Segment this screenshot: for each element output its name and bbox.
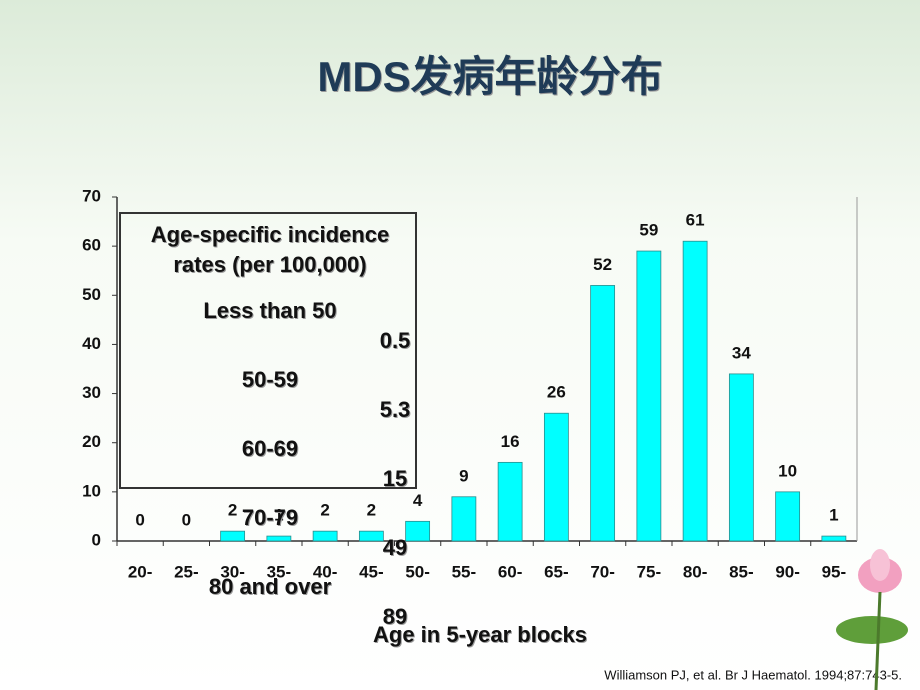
data-label: 4 — [413, 491, 423, 510]
x-tick-label: 50- — [405, 562, 430, 581]
data-label: 2 — [320, 501, 329, 520]
data-label: 0 — [182, 510, 191, 529]
x-tick-label: 20- — [128, 562, 153, 581]
lotus-decoration — [836, 549, 908, 690]
bar — [405, 520, 431, 542]
inset-box — [119, 212, 417, 489]
y-tick-label: 10 — [82, 481, 101, 500]
x-tick-label: 80- — [683, 562, 708, 581]
inset-row-label: 80 and over — [209, 574, 332, 599]
bar — [497, 461, 523, 542]
data-label: 2 — [228, 501, 237, 520]
y-tick-label: 50 — [82, 285, 101, 304]
bar — [451, 496, 477, 542]
data-label: 1 — [274, 506, 283, 525]
bar — [220, 530, 246, 542]
citation: Williamson PJ, et al. Br J Haematol. 199… — [604, 667, 902, 682]
x-tick-label: 65- — [544, 562, 569, 581]
x-tick-label: 60- — [498, 562, 523, 581]
x-tick-label: 30- — [220, 562, 245, 581]
x-axis-label: Age in 5-year blocks — [373, 622, 587, 647]
bar — [728, 373, 754, 542]
x-tick-label: 95- — [822, 562, 847, 581]
bar — [636, 250, 662, 542]
bar — [312, 530, 338, 542]
y-tick-label: 20 — [82, 432, 101, 451]
y-tick-label: 70 — [82, 186, 101, 205]
y-tick-label: 60 — [82, 236, 101, 255]
inset-row-label: 60-69 — [242, 436, 298, 461]
data-label: 34 — [732, 343, 751, 362]
inset-row-value: 5.3 — [380, 397, 411, 422]
x-tick-label: 90- — [775, 562, 800, 581]
inset-row-label: Less than 50 — [203, 298, 336, 323]
inset-row-value: 0.5 — [380, 328, 411, 353]
x-tick-label: 55- — [452, 562, 477, 581]
bar — [266, 535, 292, 542]
x-tick-label: 85- — [729, 562, 754, 581]
x-tick-label: 75- — [637, 562, 662, 581]
inset-title: Age-specific incidence — [151, 222, 389, 247]
bar — [543, 412, 569, 542]
bar — [358, 530, 384, 542]
x-tick-label: 45- — [359, 562, 384, 581]
y-tick-label: 0 — [92, 530, 101, 549]
data-label: 61 — [686, 211, 705, 230]
data-label: 2 — [367, 501, 376, 520]
x-tick-label: 35- — [267, 562, 292, 581]
data-label: 26 — [547, 383, 566, 402]
data-label: 16 — [501, 432, 520, 451]
inset-row-label: 50-59 — [242, 367, 298, 392]
x-tick-label: 70- — [590, 562, 615, 581]
inset-row-label: 70-79 — [242, 505, 298, 530]
inset-row-value: 15 — [383, 466, 407, 491]
bar — [821, 535, 847, 542]
y-tick-label: 40 — [82, 334, 101, 353]
bar — [682, 240, 708, 542]
slide-title: MDS发病年龄分布 — [317, 53, 662, 100]
bar — [775, 491, 801, 542]
inset-row-value: 49 — [383, 535, 407, 560]
y-tick-label: 30 — [82, 383, 101, 402]
x-tick-label: 40- — [313, 562, 338, 581]
data-label: 59 — [639, 221, 658, 240]
x-tick-label: 25- — [174, 562, 199, 581]
data-label: 52 — [593, 255, 612, 274]
data-label: 0 — [135, 510, 144, 529]
data-label: 1 — [829, 506, 838, 525]
bar — [590, 285, 616, 542]
data-label: 10 — [778, 461, 797, 480]
inset-title: rates (per 100,000) — [173, 252, 366, 277]
inset-row-value: 89 — [383, 604, 407, 629]
data-label: 9 — [459, 466, 468, 485]
